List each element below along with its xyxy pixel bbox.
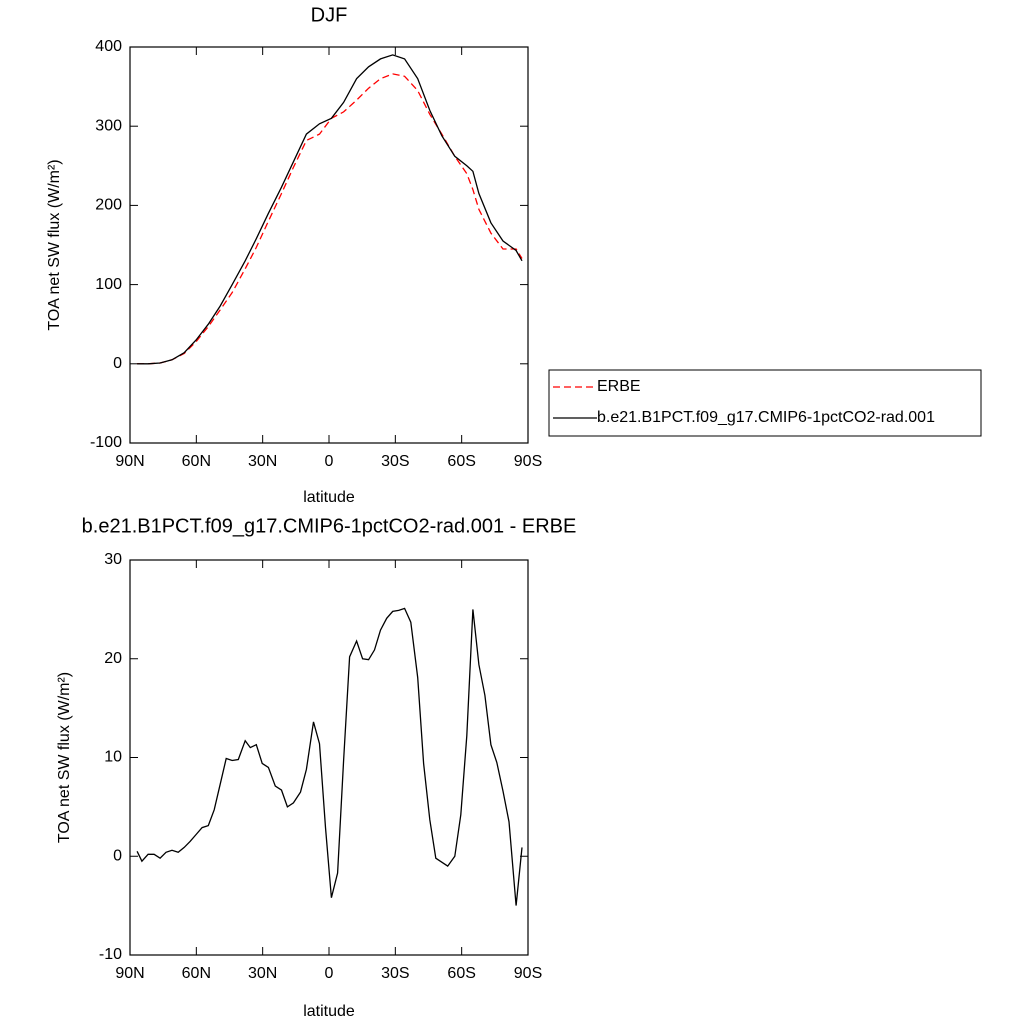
x-tick-label: 60N (182, 965, 211, 982)
y-tick-label: 100 (95, 276, 122, 293)
x-axis-label: latitude (303, 1003, 355, 1020)
y-tick-label: -10 (99, 946, 122, 963)
x-tick-label: 30S (381, 965, 409, 982)
y-tick-label: 20 (104, 650, 122, 667)
x-tick-label: 30S (381, 453, 409, 470)
y-tick-label: 300 (95, 117, 122, 134)
x-tick-label: 60N (182, 453, 211, 470)
y-tick-label: 10 (104, 749, 122, 766)
x-axis-label: latitude (303, 489, 355, 506)
plot-frame (129, 46, 529, 444)
x-tick-label: 90N (115, 453, 144, 470)
x-tick-label: 0 (325, 965, 334, 982)
x-tick-label: 30N (248, 965, 277, 982)
legend-box (548, 369, 982, 437)
x-tick-label: 60S (447, 453, 475, 470)
y-tick-label: 0 (113, 847, 122, 864)
legend-label: b.e21.B1PCT.f09_g17.CMIP6-1pctCO2-rad.00… (597, 409, 935, 426)
data-line (137, 73, 523, 365)
x-tick-label: 0 (325, 453, 334, 470)
y-tick-label: 30 (104, 551, 122, 568)
y-tick-label: -100 (90, 434, 122, 451)
chart-title: DJF (311, 4, 348, 26)
y-tick-label: 200 (95, 197, 122, 214)
data-line (137, 54, 523, 365)
data-line (136, 607, 523, 906)
x-tick-label: 60S (447, 965, 475, 982)
y-axis-label: TOA net SW flux (W/m²) (46, 159, 63, 330)
legend-label: ERBE (597, 378, 641, 395)
x-tick-label: 30N (248, 453, 277, 470)
x-tick-label: 90S (514, 453, 542, 470)
chart-title: b.e21.B1PCT.f09_g17.CMIP6-1pctCO2-rad.00… (82, 515, 577, 537)
x-tick-label: 90N (115, 965, 144, 982)
y-axis-label: TOA net SW flux (W/m²) (56, 672, 73, 843)
y-tick-label: 0 (113, 355, 122, 372)
y-tick-label: 400 (95, 38, 122, 55)
x-tick-label: 90S (514, 965, 542, 982)
plot-frame (129, 559, 529, 956)
